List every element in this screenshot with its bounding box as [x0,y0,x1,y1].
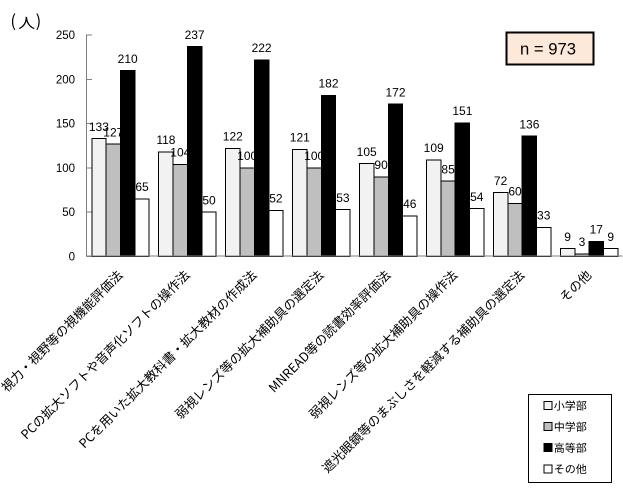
svg-text:9: 9 [564,230,571,244]
svg-text:90: 90 [374,158,388,172]
svg-text:33: 33 [537,209,551,223]
svg-text:100: 100 [237,149,257,163]
svg-text:60: 60 [508,185,522,199]
svg-text:237: 237 [185,28,205,42]
svg-text:17: 17 [590,223,604,237]
svg-text:121: 121 [290,131,310,145]
svg-text:200: 200 [56,74,75,86]
svg-text:151: 151 [452,104,472,118]
svg-text:65: 65 [135,180,149,194]
svg-text:n = 973: n = 973 [520,40,576,59]
svg-text:105: 105 [357,145,377,159]
svg-text:118: 118 [156,133,175,147]
svg-text:172: 172 [385,85,405,99]
svg-text:100: 100 [304,149,324,163]
svg-text:136: 136 [519,117,539,131]
svg-text:72: 72 [494,174,508,188]
svg-text:222: 222 [252,41,272,55]
svg-text:54: 54 [470,190,484,204]
svg-text:104: 104 [170,146,190,160]
svg-text:9: 9 [607,230,614,244]
svg-text:109: 109 [424,141,444,155]
svg-text:3: 3 [579,235,586,249]
svg-text:182: 182 [318,77,338,91]
svg-text:133: 133 [89,120,109,134]
svg-text:127: 127 [103,125,123,139]
svg-text:50: 50 [202,194,216,208]
svg-text:50: 50 [62,207,75,219]
svg-text:46: 46 [403,197,417,211]
svg-text:85: 85 [441,163,455,177]
svg-text:122: 122 [223,130,243,144]
svg-text:210: 210 [118,52,138,66]
svg-text:53: 53 [336,191,350,205]
svg-text:52: 52 [269,192,283,206]
svg-text:100: 100 [56,163,75,175]
svg-text:150: 150 [56,119,75,131]
svg-text:250: 250 [56,30,75,42]
svg-text:0: 0 [69,252,75,264]
